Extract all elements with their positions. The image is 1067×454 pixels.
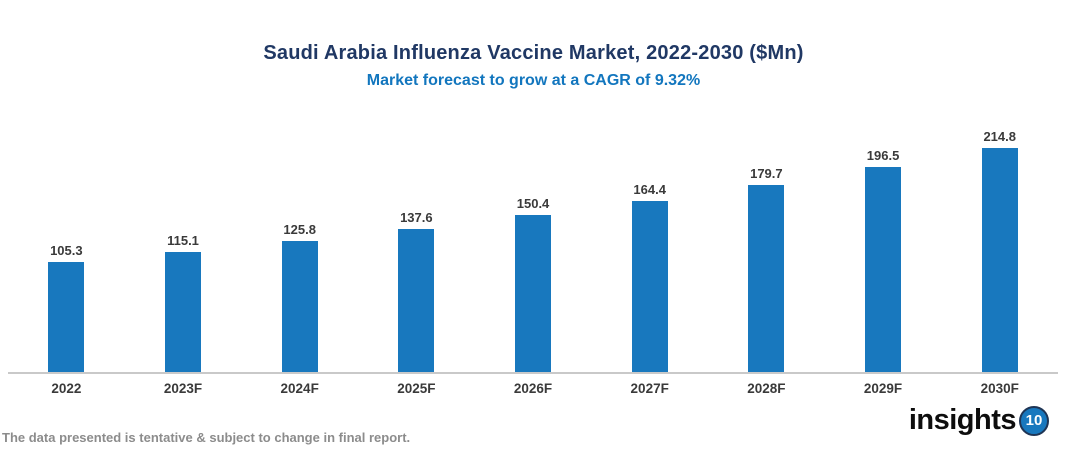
chart-title: Saudi Arabia Influenza Vaccine Market, 2… — [263, 42, 804, 64]
bar-value-label: 164.4 — [633, 181, 666, 197]
bar — [981, 148, 1018, 372]
bar-value-label: 137.6 — [400, 209, 433, 225]
bar-value-label: 150.4 — [516, 196, 550, 212]
bar-slot: 125.8 — [241, 128, 358, 372]
logo-text: insights — [908, 404, 1017, 436]
insights10-logo: insights 10 — [909, 404, 1049, 437]
x-axis-label: 2029F — [863, 381, 903, 396]
bars-row: 105.3 115.1 125.8 137.6 150.4 164.4 179.7 196.5… — [8, 128, 1058, 374]
logo-badge-10: 10 — [1019, 405, 1049, 436]
x-axis-label: 2030F — [980, 381, 1019, 396]
bar-slot: 164.4 — [591, 128, 708, 372]
bar — [865, 167, 902, 372]
x-axis-label: 2024F — [280, 381, 319, 396]
bar-slot: 105.3 — [8, 128, 125, 372]
bar-chart: 105.3 115.1 125.8 137.6 150.4 164.4 179.7 196.5… — [8, 128, 1058, 396]
bar-value-label: 179.7 — [750, 165, 783, 181]
bar-slot: 137.6 — [358, 128, 475, 372]
bar — [48, 262, 85, 372]
bar-slot: 115.1 — [125, 128, 242, 372]
bar — [748, 184, 785, 372]
bar-value-label: 115.1 — [167, 232, 199, 248]
x-axis-label: 2027F — [630, 381, 669, 396]
bar — [281, 240, 318, 372]
bar — [398, 228, 435, 372]
x-axis-label: 2022 — [51, 381, 82, 396]
bar-slot: 179.7 — [708, 128, 825, 372]
x-axis-label: 2023F — [163, 381, 203, 396]
x-axis-label: 2025F — [397, 381, 436, 396]
bar-value-label: 196.5 — [866, 148, 900, 164]
bar-slot: 196.5 — [825, 128, 942, 372]
bar — [631, 200, 668, 372]
bar-value-label: 125.8 — [283, 221, 316, 237]
bar-slot: 150.4 — [475, 128, 592, 372]
x-axis-label: 2026F — [513, 381, 553, 396]
bar-slot: 214.8 — [941, 128, 1058, 372]
footer-disclaimer: The data presented is tentative & subjec… — [2, 430, 411, 445]
bar-value-label: 105.3 — [50, 243, 83, 259]
bar — [165, 251, 201, 372]
x-axis-label: 2028F — [747, 381, 786, 396]
bar — [515, 215, 552, 372]
chart-subtitle: Market forecast to grow at a CAGR of 9.3… — [366, 72, 701, 89]
categories-row: 2022 2023F 2024F 2025F 2026F 2027F 2028F 2029F 2… — [8, 374, 1058, 396]
bar-value-label: 214.8 — [983, 129, 1016, 144]
